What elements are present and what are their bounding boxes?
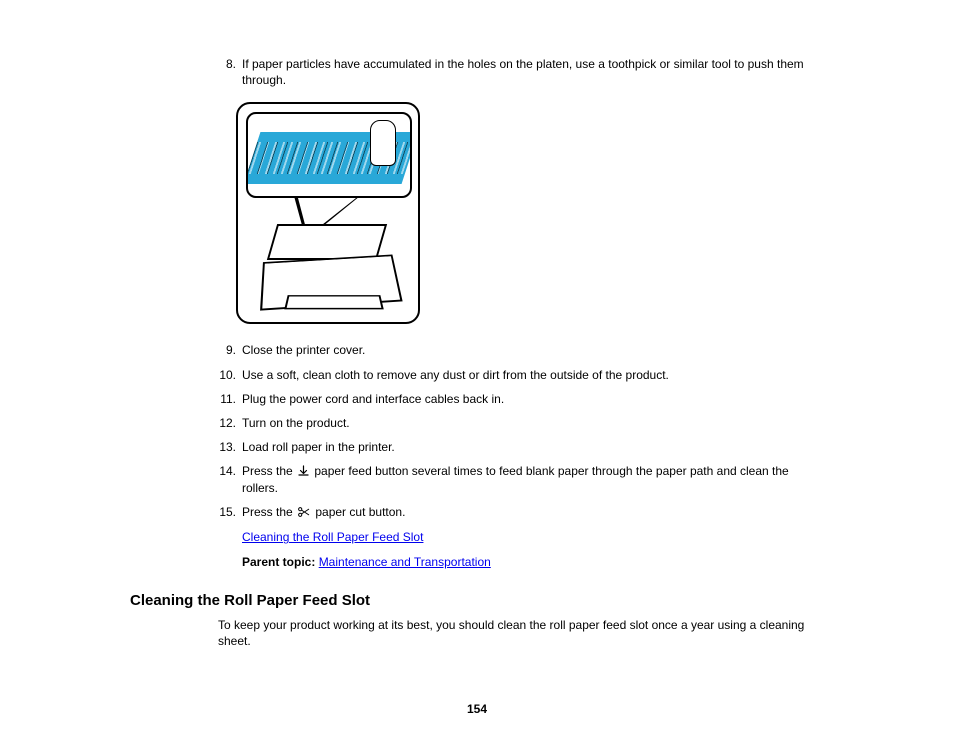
step-text: Turn on the product.	[242, 415, 824, 431]
section-body: To keep your product working at its best…	[130, 617, 824, 649]
step-number: 9.	[218, 342, 242, 358]
step-number: 12.	[218, 415, 242, 431]
step-13: 13. Load roll paper in the printer.	[218, 439, 824, 455]
printer-platen-diagram	[236, 102, 420, 324]
step-15-pre: Press the	[242, 505, 296, 519]
step-number: 13.	[218, 439, 242, 455]
step-8: 8. If paper particles have accumulated i…	[218, 56, 824, 88]
step-9: 9. Close the printer cover.	[218, 342, 824, 358]
child-topic-link-row: Cleaning the Roll Paper Feed Slot	[218, 529, 824, 545]
step-text: If paper particles have accumulated in t…	[242, 56, 824, 88]
step-number: 14.	[218, 463, 242, 496]
step-number: 15.	[218, 504, 242, 521]
hand-illustration	[370, 120, 396, 166]
printer-illustration	[256, 222, 406, 312]
step-10: 10. Use a soft, clean cloth to remove an…	[218, 367, 824, 383]
step-14: 14. Press the paper feed button several …	[218, 463, 824, 496]
step-11: 11. Plug the power cord and interface ca…	[218, 391, 824, 407]
step-number: 11.	[218, 391, 242, 407]
page-number: 154	[0, 702, 954, 716]
step-text: Use a soft, clean cloth to remove any du…	[242, 367, 824, 383]
step-text: Plug the power cord and interface cables…	[242, 391, 824, 407]
step-12: 12. Turn on the product.	[218, 415, 824, 431]
ordered-list-top: 8. If paper particles have accumulated i…	[130, 56, 824, 88]
manual-page: 8. If paper particles have accumulated i…	[0, 0, 954, 679]
step-text: Close the printer cover.	[242, 342, 824, 358]
step-14-post: paper feed button several times to feed …	[242, 464, 789, 495]
step-15-post: paper cut button.	[312, 505, 405, 519]
step-15: 15. Press the paper cut button.	[218, 504, 824, 521]
scissors-icon	[298, 505, 310, 521]
printer-tray	[284, 296, 384, 310]
step-number: 8.	[218, 56, 242, 88]
parent-topic-label: Parent topic:	[242, 555, 319, 569]
ordered-list-bottom: 9. Close the printer cover. 10. Use a so…	[130, 342, 824, 569]
section-heading: Cleaning the Roll Paper Feed Slot	[130, 592, 824, 609]
parent-topic-link[interactable]: Maintenance and Transportation	[319, 555, 491, 569]
figure-container	[130, 102, 824, 324]
step-text: Load roll paper in the printer.	[242, 439, 824, 455]
step-text: Press the paper feed button several time…	[242, 463, 824, 496]
platen-closeup	[246, 112, 412, 198]
step-text: Press the paper cut button.	[242, 504, 824, 521]
paper-feed-icon	[298, 464, 309, 480]
step-14-pre: Press the	[242, 464, 296, 478]
child-topic-link[interactable]: Cleaning the Roll Paper Feed Slot	[242, 530, 423, 544]
step-number: 10.	[218, 367, 242, 383]
parent-topic-row: Parent topic: Maintenance and Transporta…	[218, 554, 824, 570]
